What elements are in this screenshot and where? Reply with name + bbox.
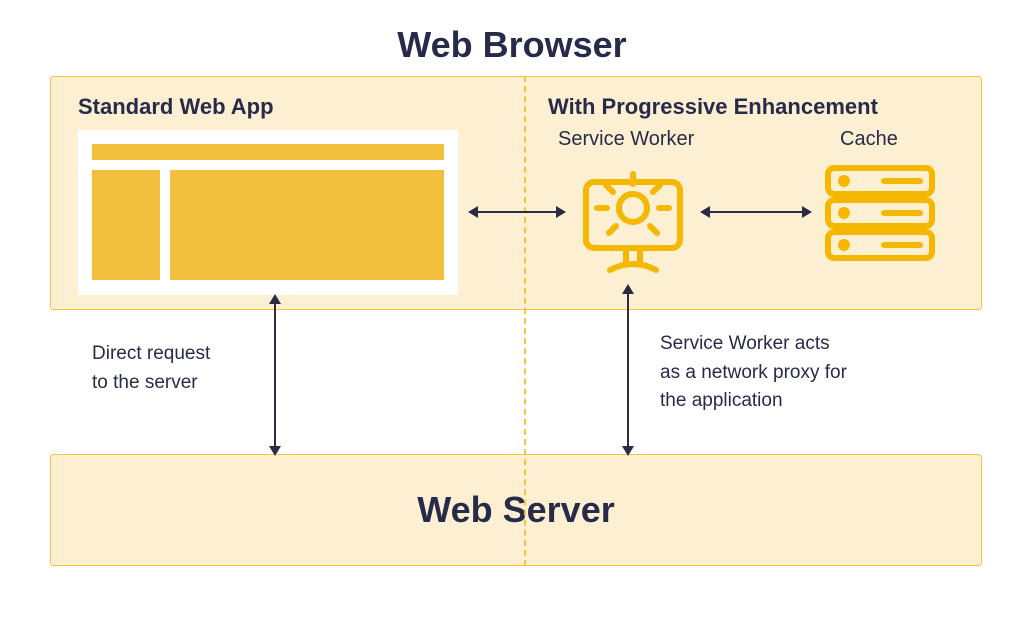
right-caption: Service Worker acts as a network proxy f… (660, 330, 847, 416)
service-worker-label: Service Worker (558, 128, 694, 151)
caption-line: to the server (92, 372, 198, 393)
right-heading: With Progressive Enhancement (548, 94, 878, 120)
cache-icon (820, 162, 940, 262)
caption-line: the application (660, 390, 783, 411)
caption-line: as a network proxy for (660, 362, 847, 383)
caption-line: Service Worker acts (660, 333, 830, 354)
cache-label: Cache (840, 128, 898, 151)
caption-line: Direct request (92, 343, 210, 364)
app-bar (170, 170, 444, 280)
left-heading: Standard Web App (78, 94, 274, 120)
page-title: Web Browser (0, 24, 1024, 66)
service-worker-icon (578, 158, 688, 278)
server-title: Web Server (417, 489, 614, 531)
section-divider (524, 76, 526, 566)
diagram-canvas: { "diagram": { "type": "flowchart", "bac… (0, 0, 1024, 640)
app-bar (92, 144, 444, 160)
left-caption: Direct request to the server (92, 340, 210, 397)
app-bar (92, 170, 160, 280)
app-mockup (78, 130, 458, 295)
server-panel: Web Server (50, 454, 982, 566)
